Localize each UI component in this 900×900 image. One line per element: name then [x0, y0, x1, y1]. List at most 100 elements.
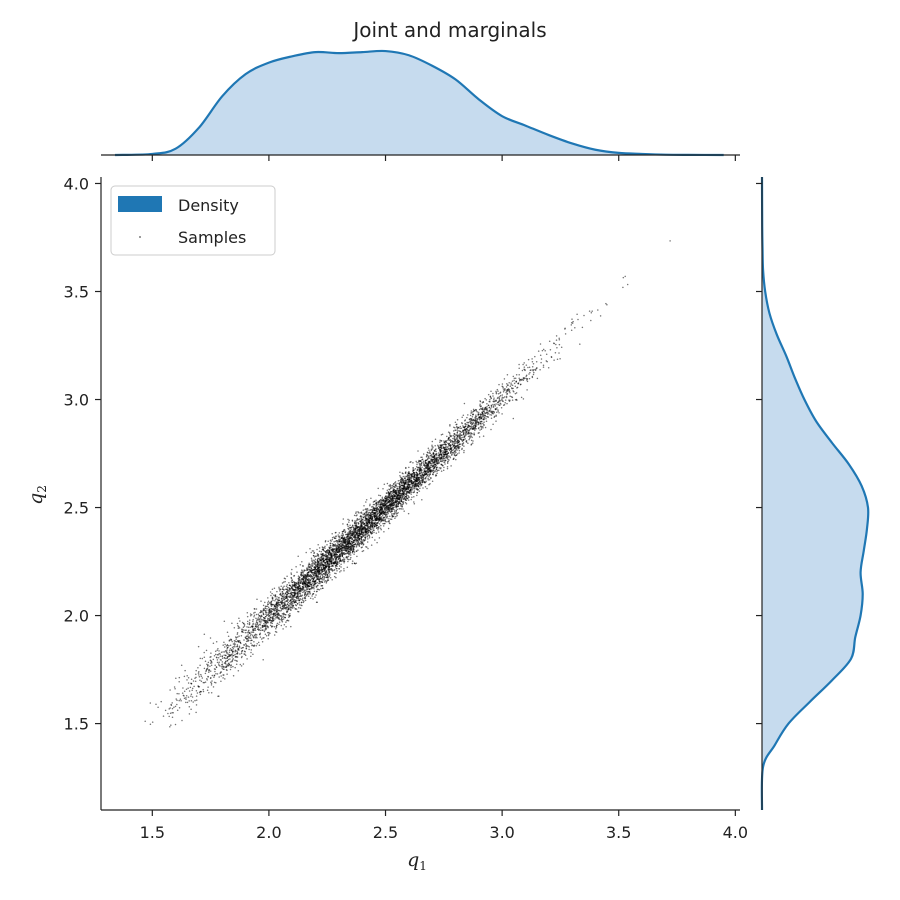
sample-point	[505, 395, 508, 398]
sample-point	[511, 387, 513, 390]
sample-point	[247, 630, 250, 632]
sample-point	[172, 712, 174, 714]
sample-point	[432, 469, 435, 472]
sample-point	[449, 423, 451, 426]
sample-point	[456, 443, 459, 445]
sample-point	[338, 565, 341, 567]
sample-point	[329, 542, 331, 544]
sample-point	[479, 421, 482, 423]
sample-point	[510, 382, 512, 384]
sample-point	[246, 626, 248, 628]
sample-point	[504, 388, 506, 390]
sample-point	[240, 652, 243, 655]
sample-point	[523, 368, 525, 370]
sample-point	[305, 569, 307, 572]
sample-point	[220, 651, 223, 654]
sample-point	[334, 572, 336, 575]
sample-point	[413, 490, 416, 492]
sample-point	[334, 564, 337, 567]
sample-point	[539, 354, 542, 357]
sample-point	[478, 436, 481, 438]
sample-point	[471, 428, 474, 430]
sample-point	[444, 461, 446, 463]
top-marginal-panel	[101, 49, 740, 161]
sample-point	[467, 429, 470, 432]
sample-point	[235, 636, 238, 639]
sample-point	[215, 666, 218, 668]
sample-point	[486, 403, 488, 405]
sample-point	[258, 633, 261, 636]
top-marginal-ticks	[151, 155, 736, 161]
sample-point	[291, 579, 293, 581]
sample-point	[238, 617, 240, 619]
sample-point	[446, 466, 449, 468]
sample-point	[283, 577, 286, 579]
sample-point	[446, 462, 449, 465]
sample-point	[340, 570, 342, 572]
sample-point	[325, 551, 327, 554]
sample-point	[237, 669, 240, 672]
sample-point	[179, 698, 182, 700]
sample-point	[245, 629, 247, 631]
sample-point	[216, 673, 219, 675]
sample-point	[223, 620, 226, 623]
sample-point	[541, 349, 544, 352]
sample-point	[195, 699, 198, 701]
sample-point	[255, 613, 258, 616]
sample-point	[254, 634, 256, 636]
sample-point	[250, 637, 252, 639]
sample-point	[247, 637, 249, 640]
sample-point	[425, 466, 427, 469]
sample-point	[230, 666, 232, 669]
sample-point	[448, 449, 451, 452]
sample-point	[290, 576, 292, 579]
sample-point	[420, 456, 422, 459]
sample-point	[201, 677, 204, 679]
sample-point	[493, 398, 495, 401]
sample-point	[238, 627, 241, 629]
sample-point	[438, 456, 441, 458]
sample-point	[427, 447, 430, 449]
sample-point	[379, 521, 382, 523]
sample-point	[234, 666, 236, 669]
sample-point	[288, 615, 291, 618]
sample-point	[199, 657, 202, 660]
sample-point	[149, 702, 152, 704]
sample-point	[397, 505, 400, 508]
sample-point	[588, 310, 591, 312]
sample-point	[290, 604, 292, 606]
sample-point	[313, 559, 316, 562]
sample-point	[420, 463, 423, 465]
sample-point	[430, 448, 433, 450]
sample-point	[413, 488, 415, 490]
sample-point	[310, 574, 312, 577]
sample-point	[455, 423, 457, 426]
sample-point	[360, 524, 362, 526]
sample-point	[268, 615, 270, 617]
sample-point	[349, 558, 352, 560]
sample-point	[521, 369, 524, 372]
sample-point	[430, 449, 433, 452]
marginal-x-density-fill	[114, 50, 724, 155]
sample-point	[556, 358, 559, 361]
sample-point	[452, 449, 455, 451]
sample-point	[310, 564, 312, 567]
sample-point	[323, 579, 325, 581]
sample-point	[216, 649, 218, 652]
sample-point	[421, 458, 423, 461]
sample-point	[382, 522, 384, 525]
sample-point	[175, 698, 177, 700]
sample-point	[444, 459, 446, 462]
sample-point	[479, 400, 481, 402]
sample-point	[389, 499, 391, 501]
sample-point	[198, 676, 201, 678]
sample-point	[305, 576, 308, 578]
sample-point	[169, 725, 171, 728]
sample-point	[392, 506, 394, 509]
sample-point	[356, 517, 359, 520]
sample-point	[232, 645, 235, 648]
sample-point	[428, 483, 430, 486]
sample-point	[422, 476, 424, 478]
sample-point	[235, 652, 238, 655]
sample-point	[459, 425, 462, 428]
